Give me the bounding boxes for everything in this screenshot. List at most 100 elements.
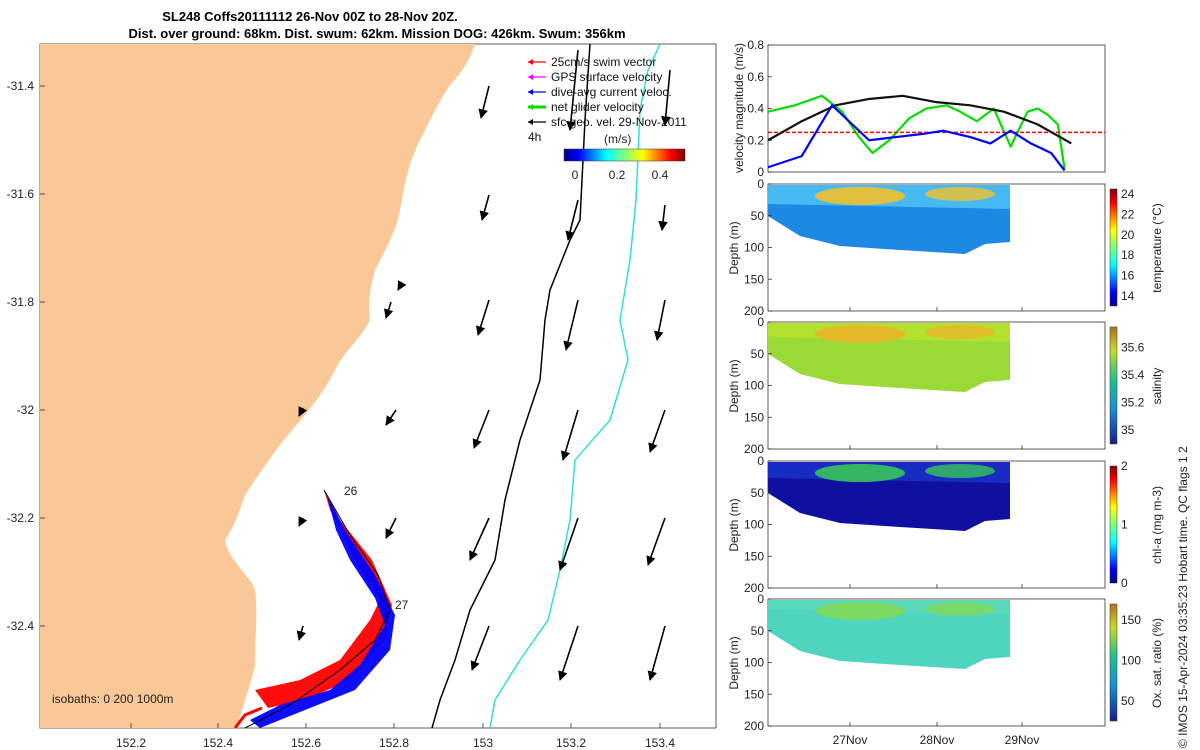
section-colorbar-tick: 1 — [1121, 518, 1128, 532]
section-surface-feature — [925, 464, 995, 478]
geo-velocity-arrow — [298, 516, 308, 527]
speed-colorbar: 4h (m/s) 0 0.2 0.4 — [528, 130, 686, 182]
section-colorbar-tick: 22 — [1121, 207, 1135, 221]
map-y-tick-label: -32 — [17, 403, 35, 417]
map-x-tick-label: 152.2 — [116, 736, 146, 750]
section-colorbar-tick: 14 — [1121, 289, 1135, 303]
geo-velocity-arrow — [397, 280, 407, 291]
velocity-y-axis-label: velocity magnitude (m/s) — [732, 43, 746, 173]
velocity-axes-frame — [767, 44, 1106, 173]
section-y-tick-label: 200 — [744, 304, 764, 318]
section-y-axis-label: Depth (m) — [727, 359, 741, 412]
section-colorbar — [1109, 603, 1118, 722]
section-surface-feature — [815, 464, 905, 482]
legend-arrowhead-1 — [528, 74, 533, 80]
section-panel-3: 0 50 100 150 200 Depth (m) 50 100 150 Ox. sat. ra… — [727, 592, 1164, 733]
velocity-series-0-line — [767, 94, 1066, 169]
section-y-tick-label: 50 — [751, 486, 765, 500]
swim-vector-fan — [255, 490, 392, 708]
velocity-y-tick-label: 0.4 — [747, 102, 764, 116]
geo-velocity-arrow — [470, 625, 490, 671]
section-x-tick-label: 27Nov — [833, 733, 868, 747]
velocity-y-tick-label: 0.8 — [747, 38, 764, 52]
chart-title-line2: Dist. over ground: 68km. Dist. swum: 62k… — [128, 26, 625, 41]
section-colorbar-tick: 2 — [1121, 459, 1128, 473]
geo-velocity-arrow — [563, 299, 579, 351]
legend-arrowhead-4 — [528, 119, 533, 125]
geo-velocity-arrow — [565, 199, 579, 241]
section-y-tick-label: 0 — [757, 315, 764, 329]
map-x-tick-label: 153 — [473, 736, 493, 750]
map-y-tick-label: -31.8 — [7, 295, 35, 309]
legend-label-0: 25cm/s swim vector — [551, 55, 656, 69]
geo-velocity-arrow — [653, 299, 666, 341]
section-colorbar-tick: 35.2 — [1121, 396, 1145, 410]
section-x-tick-label: 29Nov — [1005, 733, 1040, 747]
geo-velocity-arrow — [558, 625, 579, 681]
section-surface-feature — [925, 325, 995, 339]
isobath-200m — [431, 44, 591, 728]
legend-label-1: GPS surface velocity — [551, 70, 662, 84]
section-y-axis-label: Depth (m) — [727, 221, 741, 274]
copyright-note: © IMOS 15-Apr-2024 03:35:23 Hobart time.… — [1176, 446, 1190, 748]
section-colorbar-label: chl-a (mg m-3) — [1150, 486, 1164, 564]
velocity-y-tick-label: 0.2 — [747, 133, 764, 147]
geo-velocity-arrow — [479, 194, 490, 221]
section-colorbar-tick: 20 — [1121, 228, 1135, 242]
map-x-tick-label: 152.4 — [203, 736, 233, 750]
day-label-27: 27 — [395, 598, 409, 612]
isobaths-label: isobaths: 0 200 1000m — [52, 692, 173, 706]
section-surface-feature — [815, 325, 905, 343]
section-y-tick-label: 200 — [744, 581, 764, 595]
section-y-tick-label: 150 — [744, 272, 764, 286]
isobath-1000m — [489, 44, 661, 728]
section-y-tick-label: 100 — [744, 241, 764, 255]
section-y-tick-label: 50 — [751, 347, 765, 361]
geo-velocity-arrow — [478, 85, 490, 119]
section-y-axis-label: Depth (m) — [727, 636, 741, 689]
geo-velocity-arrow — [383, 301, 394, 319]
section-colorbar — [1109, 326, 1118, 445]
legend-arrowhead-3 — [528, 104, 533, 110]
map-x-tick-label: 153.4 — [645, 736, 675, 750]
section-colorbar-tick: 24 — [1121, 187, 1135, 201]
section-colorbar-tick: 35.4 — [1121, 368, 1145, 382]
section-panel-0: 0 50 100 150 200 Depth (m) 14 16 18 20 22 24 tempera… — [727, 177, 1164, 318]
section-colorbar-tick: 35 — [1121, 423, 1135, 437]
section-y-tick-label: 200 — [744, 719, 764, 733]
legend-label-4: sfc geo. vel. 29-Nov-2011 — [551, 115, 687, 129]
section-colorbar-tick: 16 — [1121, 268, 1135, 282]
legend-label-2: dive-avg current veloc. — [551, 85, 672, 99]
land-area — [40, 44, 475, 728]
isobath-1000m-line — [489, 44, 661, 728]
section-surface-feature — [815, 187, 905, 205]
map-x-tick-label: 152.8 — [379, 736, 409, 750]
section-colorbar-label: Ox. sat. ratio (%) — [1150, 618, 1164, 708]
geo-velocity-arrow — [476, 299, 490, 336]
geo-velocity-arrow — [385, 517, 397, 539]
legend-arrowhead-2 — [528, 89, 533, 95]
section-y-tick-label: 0 — [757, 454, 764, 468]
legend-label-3: net glider velocity — [551, 100, 644, 114]
section-colorbar — [1109, 465, 1118, 584]
speed-colorbar-tick-1: 0.2 — [609, 168, 626, 182]
section-y-axis-label: Depth (m) — [727, 498, 741, 551]
section-colorbar-tick: 50 — [1121, 694, 1135, 708]
section-colorbar-tick: 150 — [1121, 613, 1141, 627]
velocity-y-tick-label: 0 — [757, 165, 764, 179]
section-y-tick-label: 100 — [744, 379, 764, 393]
map-x-tick-label: 152.6 — [291, 736, 321, 750]
section-y-tick-label: 150 — [744, 549, 764, 563]
geo-velocity-arrow — [648, 409, 666, 453]
map-y-tick-label: -32.4 — [7, 619, 35, 633]
section-surface-feature — [925, 602, 995, 616]
chart-title-line1: SL248 Coffs20111112 26-Nov 00Z to 28-Nov… — [162, 9, 458, 24]
velocity-series-3-line — [767, 104, 1066, 172]
geo-velocity-arrow — [558, 517, 579, 571]
speed-colorbar-bar — [563, 148, 686, 162]
velocity-series-2-line — [767, 94, 1072, 145]
geo-velocity-arrow — [566, 49, 579, 131]
geo-velocity-arrow — [469, 517, 490, 561]
